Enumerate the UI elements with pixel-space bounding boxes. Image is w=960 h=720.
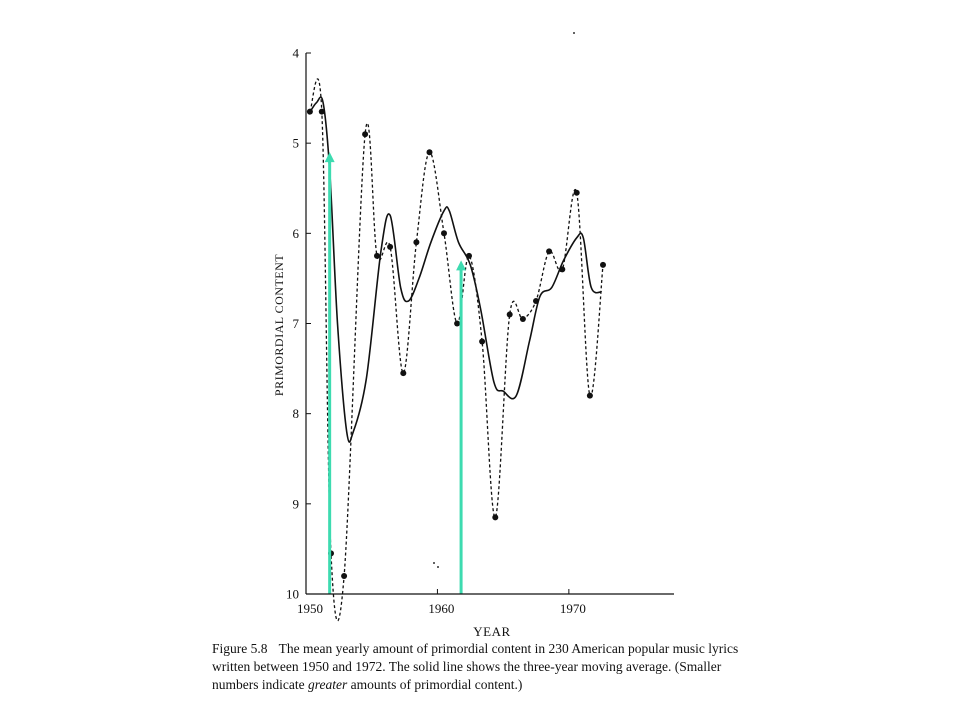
scan-speck [573, 32, 575, 34]
figure-label: Figure 5.8 [212, 641, 268, 656]
arrow-head [456, 260, 467, 271]
data-point [400, 370, 407, 377]
figure-caption: Figure 5.8 The mean yearly amount of pri… [212, 640, 752, 694]
data-point [362, 131, 369, 138]
y-tick-label: 7 [293, 316, 300, 331]
data-point [441, 230, 447, 237]
data-point [454, 320, 461, 327]
moving-average-line [307, 96, 603, 443]
chart-axes [305, 52, 674, 595]
yearly-mean-line [309, 78, 604, 622]
annotation-arrow [456, 260, 467, 594]
data-point [318, 108, 325, 115]
y-tick-label: 4 [293, 46, 300, 61]
y-axis-title: PRIMORDIAL CONTENT [272, 254, 286, 396]
caption-emphasis: greater [307, 677, 348, 692]
data-point [479, 338, 486, 345]
x-tick-label: 1960 [428, 601, 454, 616]
caption-text: The mean yearly amount of primordial con… [212, 641, 739, 692]
data-point [559, 266, 566, 273]
data-point [573, 189, 580, 196]
data-point [600, 261, 606, 268]
data-point [492, 514, 499, 521]
annotation-arrow [324, 152, 335, 594]
chart-data-points [306, 108, 606, 579]
data-point [519, 316, 526, 322]
data-point [586, 392, 593, 399]
x-axis-title: YEAR [473, 624, 510, 639]
data-point [374, 252, 380, 259]
scan-speck [433, 562, 435, 564]
chart-annotation-arrows [324, 152, 467, 594]
chart-curves [307, 78, 604, 622]
x-tick-label: 1950 [297, 601, 323, 616]
data-point [387, 243, 394, 250]
data-point [306, 108, 313, 115]
y-tick-label: 6 [293, 226, 300, 241]
y-tick-label: 5 [293, 136, 300, 151]
data-point [466, 252, 472, 259]
data-point [506, 311, 513, 318]
data-point [413, 239, 420, 246]
arrow-head [324, 152, 335, 163]
y-tick-label: 9 [293, 496, 300, 511]
y-tick-label: 8 [293, 406, 300, 421]
x-tick-label: 1970 [560, 601, 586, 616]
data-point [533, 298, 539, 304]
data-point [341, 573, 348, 579]
caption-text-end: amounts of primordial content.) [347, 677, 523, 692]
scan-speck [437, 566, 439, 568]
data-point [546, 248, 553, 255]
data-point [426, 149, 433, 156]
y-tick-label: 10 [286, 587, 299, 602]
